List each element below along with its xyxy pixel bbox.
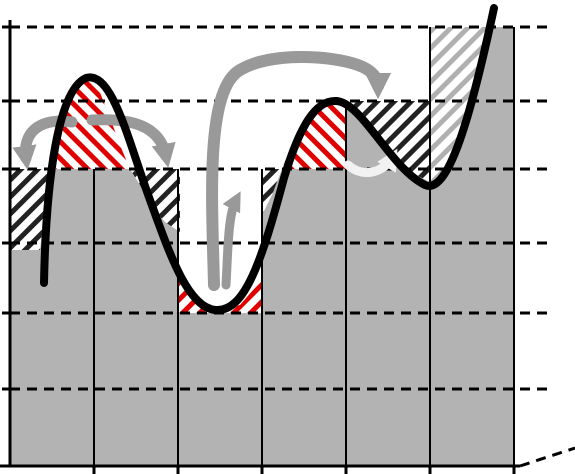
- horizontal-grid: [10, 25, 548, 391]
- red-hatch-bar4: [282, 101, 346, 169]
- x-ticks: [92, 466, 516, 474]
- dark-hatch-bar1: [10, 169, 52, 250]
- dark-hatch-bar4: [262, 169, 282, 215]
- arrow-peak-right: [86, 114, 176, 168]
- arrow-dip-white: [343, 148, 398, 178]
- flow-arrows: [12, 51, 398, 291]
- light-hatch-bar6: [430, 27, 490, 185]
- y-ticks: [2, 25, 10, 391]
- density-curve: [40, 4, 498, 314]
- bar-dividers: [93, 27, 515, 466]
- arrow-valley-to-right: [206, 51, 392, 291]
- arrow-valley-small: [221, 191, 241, 290]
